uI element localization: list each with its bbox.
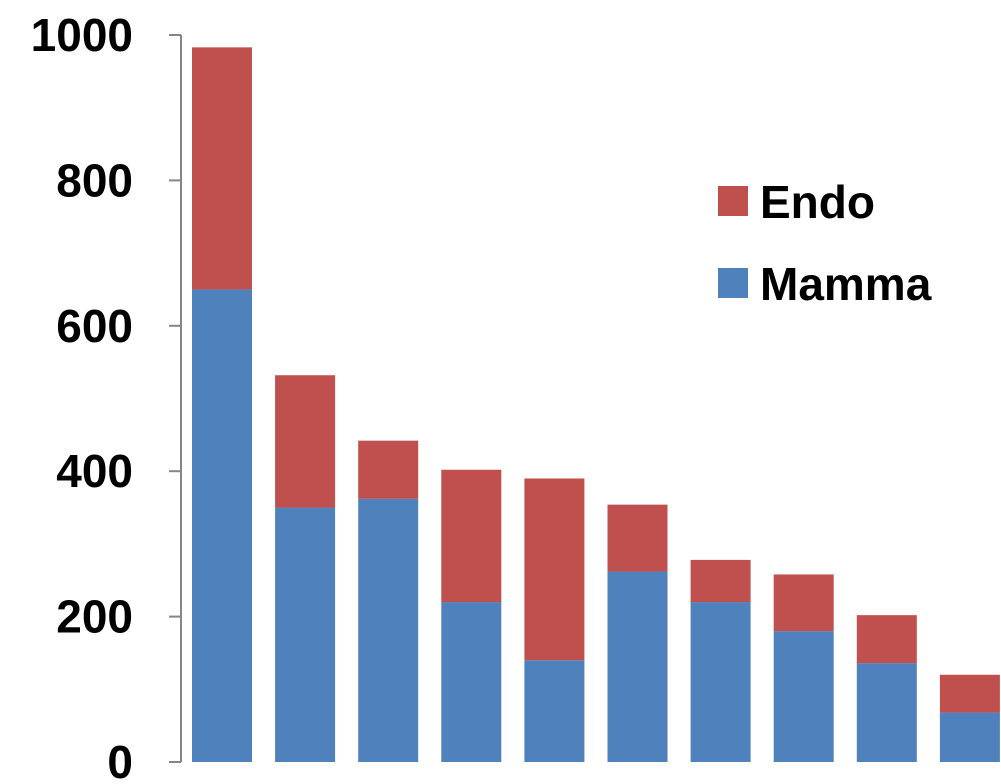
- bars: [192, 47, 1000, 762]
- bar-mamma-6: [607, 571, 668, 762]
- legend-swatch-mamma: [718, 268, 748, 298]
- bar-endo-9: [856, 615, 917, 664]
- y-tick-label: 800: [56, 154, 133, 206]
- bar-endo-1: [192, 47, 252, 290]
- y-tick-label: 1000: [31, 9, 133, 61]
- legend-swatch-endo: [718, 186, 748, 216]
- legend-label-endo: Endo: [760, 176, 875, 228]
- legend: Endo Mamma: [718, 176, 932, 310]
- bar-endo-5: [524, 478, 585, 661]
- y-tick-label: 200: [56, 591, 133, 643]
- bar-mamma-1: [192, 289, 252, 762]
- y-tick-label: 400: [56, 445, 133, 497]
- bar-mamma-3: [358, 498, 419, 762]
- bar-mamma-8: [773, 631, 834, 762]
- bar-endo-4: [441, 469, 502, 603]
- bar-endo-8: [773, 574, 834, 632]
- bar-endo-3: [358, 440, 419, 499]
- bar-mamma-7: [690, 602, 751, 762]
- bar-endo-6: [607, 504, 668, 572]
- bar-endo-10: [939, 674, 1000, 713]
- y-axis: 0 200 400 600 800 1000: [31, 9, 182, 784]
- bar-mamma-2: [275, 507, 336, 762]
- bar-mamma-10: [939, 712, 1000, 762]
- bar-mamma-4: [441, 602, 502, 762]
- legend-label-mamma: Mamma: [760, 258, 932, 310]
- bar-mamma-9: [856, 663, 917, 762]
- bar-endo-2: [275, 375, 336, 508]
- y-tick-label: 0: [107, 736, 133, 784]
- bar-endo-7: [690, 559, 751, 603]
- bar-mamma-5: [524, 660, 585, 762]
- y-tick-label: 600: [56, 300, 133, 352]
